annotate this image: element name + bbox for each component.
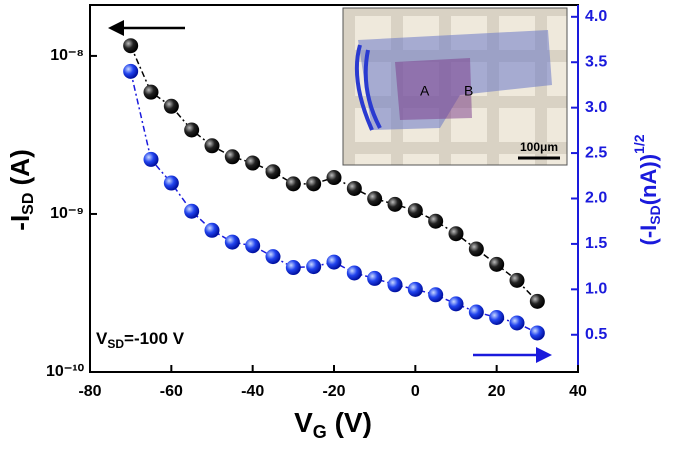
title-part: SD xyxy=(647,205,663,224)
data-point xyxy=(184,203,200,219)
data-point xyxy=(204,222,220,238)
inset-electrode xyxy=(354,44,382,131)
data-point xyxy=(163,175,179,191)
y2-tick-label: 3.5 xyxy=(585,53,607,70)
y2-tick-label: 0.5 xyxy=(585,326,607,343)
title-part: V xyxy=(294,407,313,438)
x-tick-label: 0 xyxy=(411,383,420,400)
data-point xyxy=(529,325,545,341)
data-point xyxy=(407,281,423,297)
data-point xyxy=(265,249,281,265)
data-point xyxy=(448,296,464,312)
annotation-part: SD xyxy=(107,337,124,351)
data-point xyxy=(123,38,139,54)
title-part: -I xyxy=(5,215,35,231)
data-point xyxy=(204,138,220,154)
data-point xyxy=(224,149,240,165)
y-tick-label: 10⁻⁹ xyxy=(50,205,84,222)
data-point xyxy=(367,191,383,207)
series-line xyxy=(129,45,538,302)
data-point xyxy=(123,63,139,79)
inset-label: A xyxy=(420,83,430,99)
data-point xyxy=(326,254,342,270)
data-point xyxy=(468,304,484,320)
annotation: VSD=-100 V xyxy=(96,329,185,351)
data-point xyxy=(306,176,322,192)
data-point xyxy=(489,256,505,272)
y-axis-title: -ISD (A) xyxy=(5,149,37,230)
x-tick-label: -60 xyxy=(160,383,183,400)
data-point xyxy=(245,238,261,254)
axis-arrow-head xyxy=(108,20,124,36)
data-point xyxy=(326,170,342,186)
x-axis-title: VG (V) xyxy=(294,407,372,441)
y2-tick-label: 2.0 xyxy=(585,190,607,207)
data-point xyxy=(245,155,261,171)
x-tick-label: -20 xyxy=(322,383,345,400)
data-point xyxy=(143,84,159,100)
inset-image: A B 100μm xyxy=(342,7,568,166)
y2-tick-label: 1.0 xyxy=(585,281,607,298)
inset-channel xyxy=(395,58,472,120)
data-point xyxy=(285,260,301,276)
data-point xyxy=(387,277,403,293)
data-point xyxy=(448,226,464,242)
data-point xyxy=(529,293,545,309)
x-tick-label: -40 xyxy=(241,383,264,400)
data-point xyxy=(163,98,179,114)
title-part: G xyxy=(313,422,327,442)
data-point xyxy=(387,196,403,212)
data-point xyxy=(489,309,505,325)
y2-axis-title: (-ISD(nA))1/2 xyxy=(631,134,663,245)
data-point xyxy=(143,151,159,167)
annotation-part: =-100 V xyxy=(124,329,185,348)
annotation-part: V xyxy=(96,329,108,348)
y2-tick-label: 1.5 xyxy=(585,235,607,252)
y-tick-label: 10⁻⁸ xyxy=(50,47,84,64)
data-point xyxy=(346,265,362,281)
y2-tick-label: 4.0 xyxy=(585,8,607,25)
data-point xyxy=(346,180,362,196)
title-part: (A) xyxy=(5,149,35,192)
data-point xyxy=(285,176,301,192)
y2-tick-label: 3.0 xyxy=(585,99,607,116)
title-part: SD xyxy=(20,193,37,215)
y-tick-label: 10⁻¹⁰ xyxy=(46,363,85,380)
title-part: (-I xyxy=(636,225,661,246)
data-point xyxy=(509,315,525,331)
x-tick-label: 40 xyxy=(569,383,587,400)
data-point xyxy=(224,234,240,250)
axis-arrow-head xyxy=(536,347,552,363)
data-point xyxy=(468,241,484,257)
x-tick-label: 20 xyxy=(488,383,506,400)
inset-label: B xyxy=(464,83,473,99)
title-part: (V) xyxy=(327,407,372,438)
x-tick-label: -80 xyxy=(78,383,101,400)
data-point xyxy=(265,164,281,180)
data-point xyxy=(407,203,423,219)
y2-tick-label: 2.5 xyxy=(585,144,607,161)
title-part: (nA)) xyxy=(636,154,661,205)
title-part: 1/2 xyxy=(631,134,647,154)
data-point xyxy=(367,270,383,286)
data-point xyxy=(184,122,200,138)
scale-label: 100μm xyxy=(520,140,558,154)
data-point xyxy=(428,287,444,303)
data-point xyxy=(509,272,525,288)
data-point xyxy=(428,213,444,229)
data-point xyxy=(306,259,322,275)
